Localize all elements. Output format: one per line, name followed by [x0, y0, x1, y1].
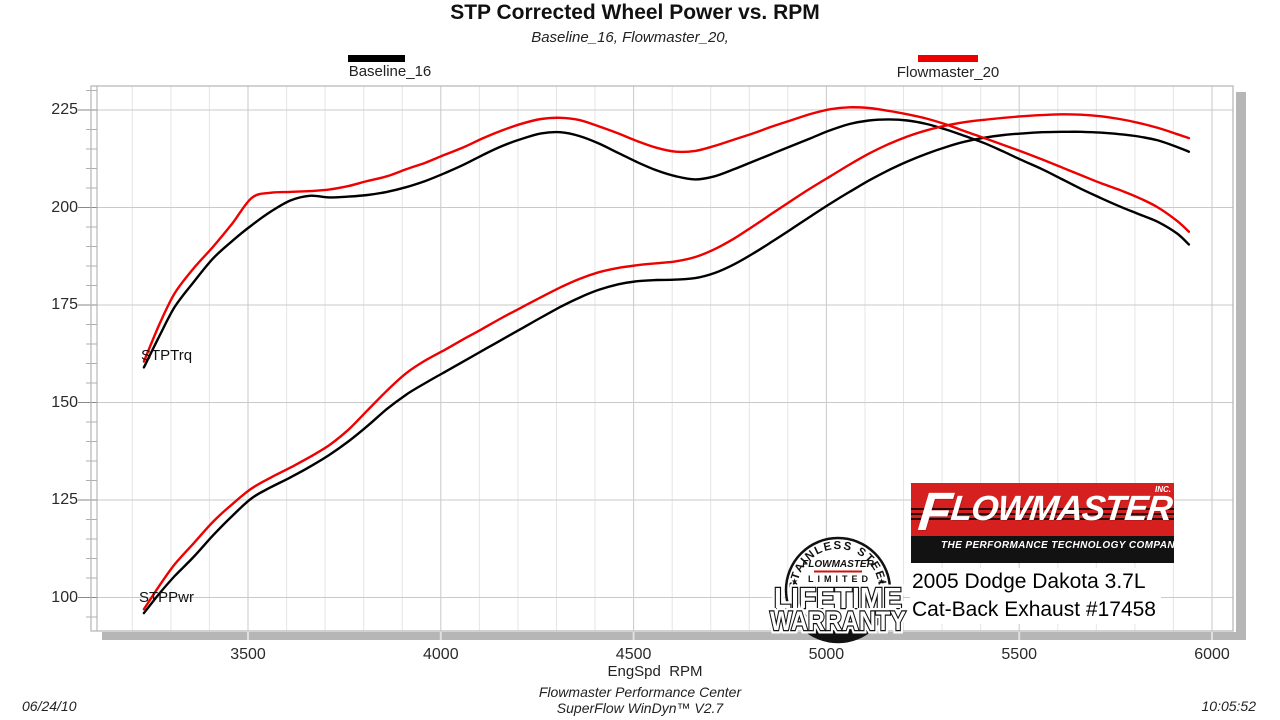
curve-baseline_16-stppwr — [142, 130, 1191, 615]
x-tick-label: 3500 — [230, 646, 266, 663]
badge-warranty-halo: WARRANTY — [770, 606, 906, 636]
logo-tagline: THE PERFORMANCE TECHNOLOGY COMPANY — [941, 540, 1183, 551]
badge-brand: FLOWMASTER — [802, 559, 874, 570]
badge-star-right: ★ — [878, 577, 885, 586]
x-tick-label: 6000 — [1194, 646, 1230, 663]
x-tick-label: 5000 — [808, 646, 845, 663]
x-tick-label: 5500 — [1001, 646, 1037, 663]
x-tick-label: 4000 — [423, 646, 459, 663]
logo-inc-text: INC. — [1155, 485, 1171, 494]
chart-title: STP Corrected Wheel Power vs. RPM — [450, 1, 820, 24]
badge-star-left: ★ — [791, 577, 798, 586]
footer-time: 10:05:52 — [1201, 698, 1257, 714]
chart-subtitle: Baseline_16, Flowmaster_20, — [531, 29, 729, 46]
vehicle-line-1: 2005 Dodge Dakota 3.7L — [910, 568, 1151, 596]
footer-center-line2: SuperFlow WinDyn™ V2.7 — [556, 700, 724, 716]
y-tick-label: 225 — [51, 101, 78, 118]
lifetime-warranty-badge: STAINLESS STEEL ★ ★ FLOWMASTER LIMITED L… — [768, 536, 910, 644]
badge-lifetime-halo: LIFETIME — [774, 583, 902, 615]
legend-baseline-label: Baseline_16 — [348, 63, 432, 80]
torque-curve-label: STPTrq — [141, 347, 193, 364]
badge-limited: LIMITED — [808, 574, 872, 584]
logo-pinstripe — [911, 518, 1174, 520]
badge-warranty-text: WARRANTY — [770, 606, 906, 636]
logo-pinstripe — [911, 513, 1174, 515]
logo-brand-text: FLOWMASTER — [916, 482, 1174, 542]
y-tick-label: 125 — [51, 491, 78, 508]
badge-lifetime-text: LIFETIME — [774, 583, 902, 615]
legend-flowmaster-swatch — [918, 55, 978, 62]
badge-circle — [784, 536, 892, 644]
plot-border — [90, 85, 1234, 632]
legend-baseline-swatch — [348, 55, 405, 62]
logo-black-band — [911, 536, 1174, 563]
x-tick-label: 4500 — [615, 646, 652, 663]
y-tick-label: 175 — [51, 296, 78, 313]
legend-flowmaster-label: Flowmaster_20 — [896, 64, 1000, 81]
y-tick-label: 150 — [51, 393, 78, 411]
footer-center-line1: Flowmaster Performance Center — [538, 684, 742, 700]
curve-baseline_16-stptrq — [142, 118, 1191, 369]
badge-red-rule — [814, 570, 862, 573]
vehicle-line-2: Cat-Back Exhaust #17458 — [910, 596, 1161, 624]
y-tick-label: 100 — [51, 588, 78, 606]
logo-pinstripe — [911, 508, 1174, 510]
badge-bottom-crescent — [789, 603, 887, 642]
logo-brand-rest: LOWMASTER — [949, 489, 1174, 528]
curve-flowmaster_20-stptrq — [142, 106, 1191, 363]
grid-major-vertical — [247, 86, 1213, 631]
y-tick-label: 200 — [51, 198, 78, 216]
footer-date: 06/24/10 — [22, 698, 77, 714]
flowmaster-logo: FLOWMASTER INC. THE PERFORMANCE TECHNOLO… — [911, 482, 1182, 563]
logo-brand-f: F — [915, 482, 954, 542]
x-axis-label: EngSpd RPM — [607, 663, 703, 680]
grid-minor-vertical — [131, 86, 1174, 631]
curve-flowmaster_20-stppwr — [142, 113, 1191, 611]
dyno-curves — [142, 106, 1191, 615]
power-curve-label: STPPwr — [139, 589, 195, 606]
